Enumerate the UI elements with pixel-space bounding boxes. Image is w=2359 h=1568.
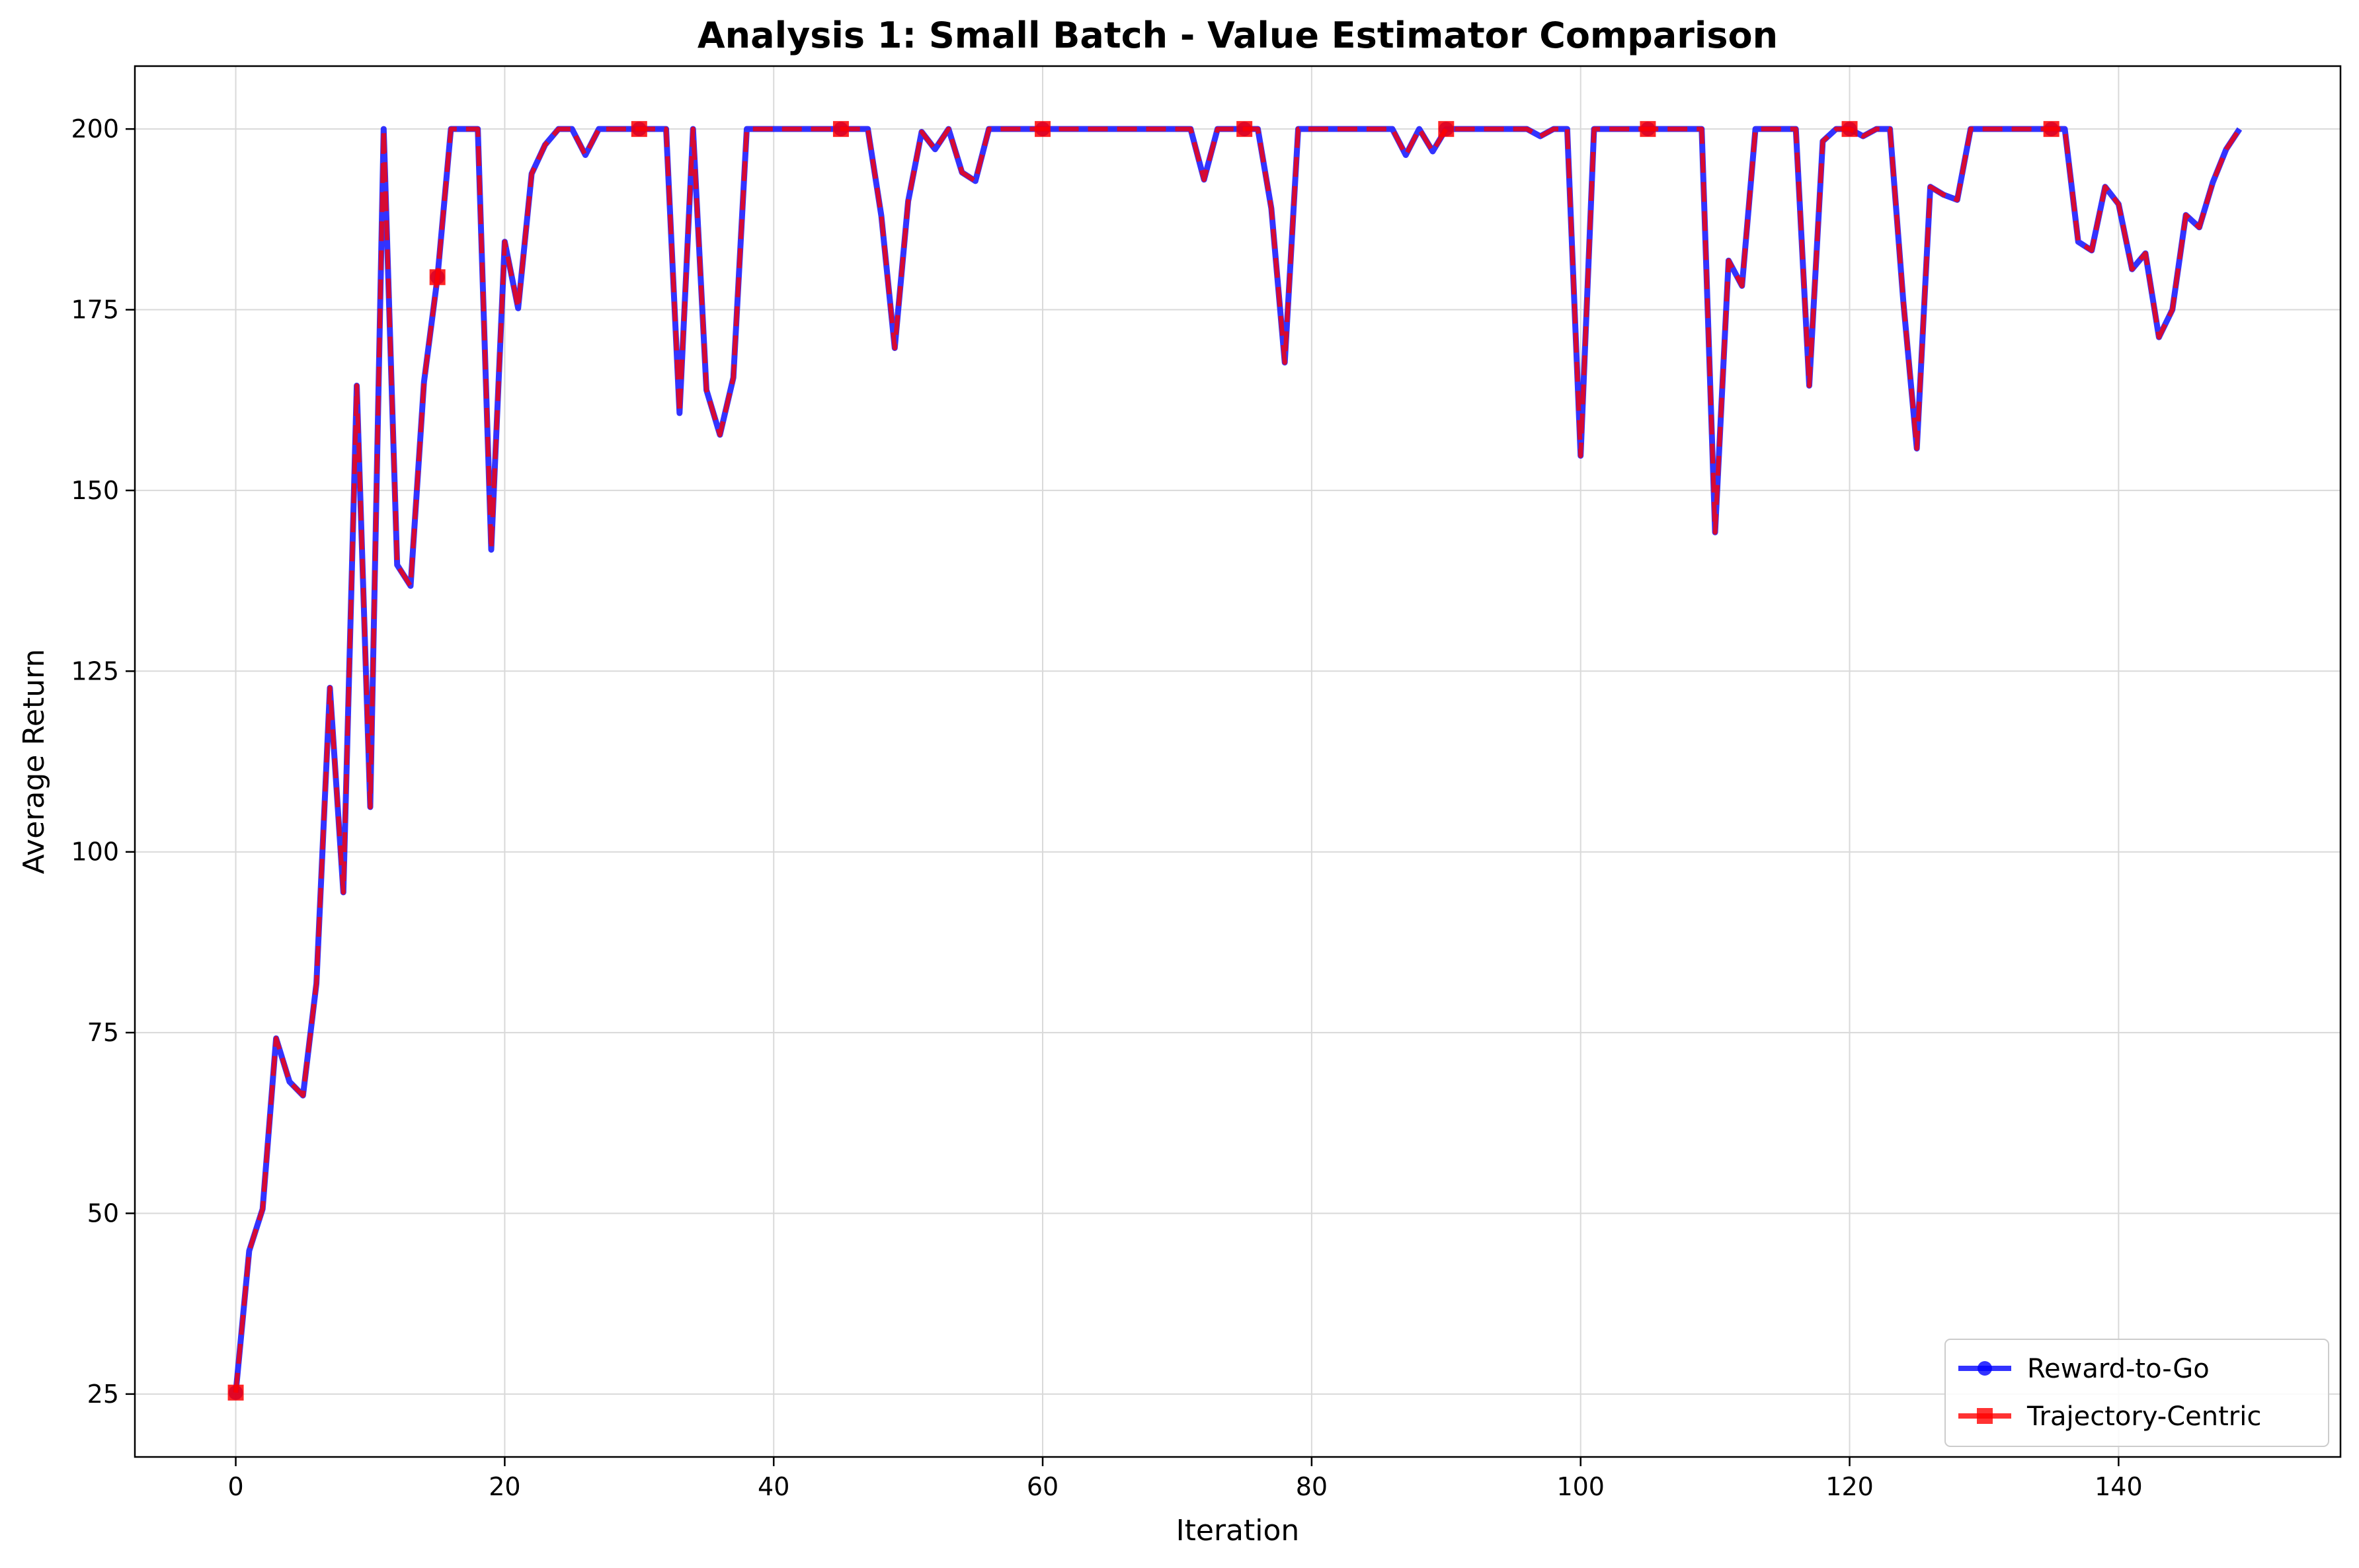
- y-tick-label: 150: [71, 476, 119, 505]
- data-point-trajectory-centric: [631, 121, 647, 137]
- data-point-trajectory-centric: [1841, 121, 1858, 137]
- data-point-trajectory-centric: [1236, 121, 1253, 137]
- y-tick-label: 50: [87, 1198, 119, 1228]
- data-point-trajectory-centric: [429, 269, 446, 286]
- series-layer: [227, 121, 2243, 1401]
- x-tick-label: 20: [489, 1472, 520, 1501]
- series-line-trajectory-centric: [233, 126, 2242, 1393]
- x-tick-label: 0: [227, 1472, 243, 1501]
- data-point-trajectory-centric: [227, 1384, 244, 1401]
- legend-box: [1944, 1339, 2329, 1447]
- plot-frame: [134, 65, 2342, 1458]
- legend-marker-trajectory-centric: [1977, 1408, 1993, 1424]
- y-tick-label: 100: [71, 838, 119, 867]
- data-point-trajectory-centric: [2043, 121, 2059, 137]
- x-tick-label: 40: [758, 1472, 789, 1501]
- chart-title: Analysis 1: Small Batch - Value Estimato…: [698, 15, 1778, 56]
- y-tick-label: 125: [71, 656, 119, 686]
- y-axis-label: Average Return: [17, 649, 51, 875]
- data-point-trajectory-centric: [1438, 121, 1455, 137]
- legend-label-reward-to-go: Reward-to-Go: [2027, 1354, 2210, 1384]
- legend-label-trajectory-centric: Trajectory-Centric: [2026, 1401, 2261, 1432]
- legend-marker-reward-to-go: [1978, 1361, 1992, 1376]
- y-tick-label: 75: [87, 1018, 119, 1047]
- y-tick-label: 200: [71, 114, 119, 143]
- tick-layer: 0 20 40 60 80 100 120 140 25 50 75 100 125 150 175 200: [71, 114, 2142, 1501]
- y-tick-label: 25: [87, 1380, 119, 1409]
- x-tick-label: 60: [1027, 1472, 1059, 1501]
- x-tick-label: 100: [1556, 1472, 1605, 1501]
- x-tick-label: 140: [2095, 1472, 2143, 1501]
- x-axis-label: Iteration: [1176, 1514, 1300, 1548]
- x-tick-label: 80: [1296, 1472, 1328, 1501]
- data-point-trajectory-centric: [1035, 121, 1051, 137]
- data-point-trajectory-centric: [832, 121, 849, 137]
- data-point-trajectory-centric: [1640, 121, 1656, 137]
- grid-layer: [135, 66, 2340, 1457]
- x-tick-label: 120: [1825, 1472, 1874, 1501]
- legend: Reward-to-Go Trajectory-Centric: [1944, 1339, 2329, 1447]
- y-tick-label: 175: [71, 295, 119, 325]
